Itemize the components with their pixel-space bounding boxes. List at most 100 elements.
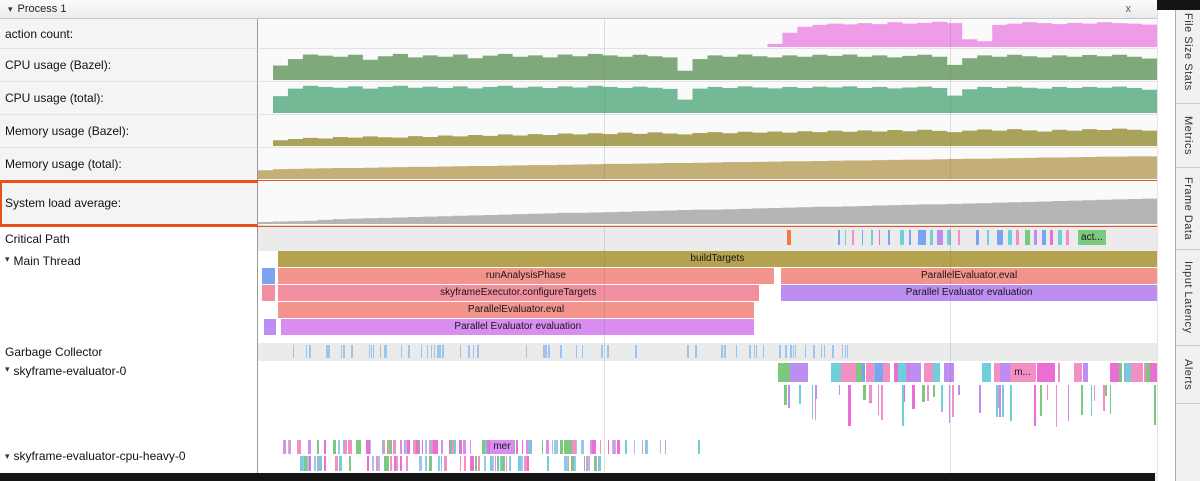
trace-event-tick[interactable] bbox=[502, 456, 506, 471]
trace-slice[interactable] bbox=[261, 285, 276, 301]
trace-event-tick[interactable] bbox=[420, 456, 423, 471]
trace-slice[interactable] bbox=[837, 230, 840, 245]
trace-event-tick[interactable] bbox=[721, 345, 723, 358]
track-canvas-action-count[interactable] bbox=[258, 19, 1157, 49]
trace-slice[interactable] bbox=[996, 230, 1003, 245]
trace-event-tick[interactable] bbox=[318, 456, 321, 471]
trace-event-tick[interactable] bbox=[1009, 385, 1013, 421]
trace-event-tick[interactable] bbox=[842, 345, 844, 358]
trace-event-tick[interactable] bbox=[580, 440, 585, 454]
vertical-scrollbar[interactable] bbox=[1157, 0, 1175, 481]
trace-event-tick[interactable] bbox=[880, 385, 884, 420]
trace-event-tick[interactable] bbox=[853, 363, 860, 382]
trace-event-tick[interactable] bbox=[1037, 363, 1049, 382]
trace-event-tick[interactable] bbox=[563, 456, 566, 471]
trace-event-tick[interactable] bbox=[348, 440, 353, 454]
trace-event-tick[interactable] bbox=[585, 456, 589, 471]
trace-event-tick[interactable] bbox=[433, 345, 436, 358]
track-canvas-skyframe-evaluator-0[interactable]: m... bbox=[258, 361, 1157, 433]
trace-event-tick[interactable] bbox=[300, 456, 303, 471]
trace-event-tick[interactable] bbox=[462, 440, 465, 454]
trace-event-tick[interactable] bbox=[400, 345, 403, 358]
track-canvas-memory-usage-bazel[interactable] bbox=[258, 115, 1157, 148]
trace-slice[interactable] bbox=[936, 230, 943, 245]
trace-event-tick[interactable] bbox=[464, 440, 466, 454]
trace-event-tick[interactable] bbox=[515, 440, 519, 454]
trace-event-tick[interactable] bbox=[1130, 363, 1142, 382]
trace-event-tick[interactable] bbox=[413, 440, 417, 454]
horizontal-scrollbar[interactable] bbox=[0, 473, 1157, 481]
trace-event-tick[interactable] bbox=[778, 363, 783, 382]
trace-event-tick[interactable] bbox=[399, 456, 401, 471]
trace-slice[interactable] bbox=[1050, 230, 1054, 245]
trace-event-tick[interactable] bbox=[343, 440, 347, 454]
trace-event-tick[interactable] bbox=[1046, 363, 1054, 382]
trace-slice-labeled[interactable]: Parallel Evaluator evaluation bbox=[781, 285, 1157, 301]
trace-event-tick[interactable] bbox=[543, 345, 545, 358]
trace-event-tick[interactable] bbox=[1056, 385, 1058, 427]
trace-event-tick[interactable] bbox=[387, 440, 389, 454]
trace-event-tick[interactable] bbox=[474, 456, 477, 471]
trace-event-tick[interactable] bbox=[560, 440, 564, 454]
trace-event-tick[interactable] bbox=[323, 456, 326, 471]
trace-event-tick[interactable] bbox=[434, 440, 438, 454]
trace-event-tick[interactable] bbox=[957, 385, 960, 395]
trace-event-tick[interactable] bbox=[784, 385, 787, 405]
trace-event-tick[interactable] bbox=[612, 440, 615, 454]
trace-event-tick[interactable] bbox=[1143, 363, 1147, 382]
trace-slice[interactable] bbox=[852, 230, 855, 245]
trace-event-tick[interactable] bbox=[313, 456, 317, 471]
trace-event-tick[interactable] bbox=[587, 456, 590, 471]
trace-event-tick[interactable] bbox=[642, 440, 644, 454]
trace-event-tick[interactable] bbox=[594, 456, 597, 471]
trace-event-tick[interactable] bbox=[1119, 363, 1122, 382]
trace-event-tick[interactable] bbox=[865, 363, 876, 382]
trace-event-tick[interactable] bbox=[1110, 363, 1120, 382]
trace-event-tick[interactable] bbox=[625, 440, 627, 454]
trace-slice-labeled[interactable]: m... bbox=[1009, 363, 1036, 382]
trace-event-tick[interactable] bbox=[383, 440, 386, 454]
track-canvas-garbage-collector[interactable] bbox=[258, 343, 1157, 361]
sidebar-tab-file-size-stats[interactable]: File Size Stats bbox=[1176, 0, 1200, 104]
trace-event-tick[interactable] bbox=[407, 440, 410, 454]
trace-event-tick[interactable] bbox=[468, 345, 470, 358]
trace-event-tick[interactable] bbox=[564, 440, 568, 454]
trace-event-tick[interactable] bbox=[297, 440, 301, 454]
trace-event-tick[interactable] bbox=[897, 363, 907, 382]
trace-event-tick[interactable] bbox=[646, 440, 648, 454]
trace-event-tick[interactable] bbox=[521, 440, 524, 454]
trace-event-tick[interactable] bbox=[424, 440, 427, 454]
trace-event-tick[interactable] bbox=[328, 345, 331, 358]
trace-event-tick[interactable] bbox=[483, 456, 487, 471]
trace-event-tick[interactable] bbox=[420, 345, 423, 358]
trace-event-tick[interactable] bbox=[356, 440, 359, 454]
trace-event-tick[interactable] bbox=[546, 440, 550, 454]
trace-event-tick[interactable] bbox=[996, 385, 1000, 408]
trace-event-tick[interactable] bbox=[999, 363, 1011, 382]
trace-slice-labeled[interactable]: ParallelEvaluator.eval bbox=[781, 268, 1157, 284]
trace-event-tick[interactable] bbox=[520, 456, 523, 471]
track-canvas-cpu-usage-bazel[interactable] bbox=[258, 49, 1157, 82]
trace-event-tick[interactable] bbox=[831, 345, 834, 358]
trace-event-tick[interactable] bbox=[804, 345, 807, 358]
trace-event-tick[interactable] bbox=[1068, 385, 1070, 421]
trace-event-tick[interactable] bbox=[1094, 385, 1096, 401]
trace-event-tick[interactable] bbox=[494, 456, 496, 471]
trace-event-tick[interactable] bbox=[442, 345, 445, 358]
trace-event-tick[interactable] bbox=[454, 440, 456, 454]
trace-event-tick[interactable] bbox=[749, 345, 751, 358]
trace-slice[interactable] bbox=[976, 230, 980, 245]
trace-event-tick[interactable] bbox=[282, 440, 287, 454]
trace-event-tick[interactable] bbox=[802, 363, 808, 382]
trace-event-tick[interactable] bbox=[497, 456, 500, 471]
trace-event-tick[interactable] bbox=[1102, 385, 1106, 411]
trace-event-tick[interactable] bbox=[634, 440, 636, 454]
trace-event-tick[interactable] bbox=[366, 440, 370, 454]
trace-event-tick[interactable] bbox=[795, 345, 797, 358]
trace-event-tick[interactable] bbox=[598, 456, 601, 471]
trace-slice[interactable] bbox=[845, 230, 847, 245]
trace-event-tick[interactable] bbox=[429, 456, 432, 471]
trace-event-tick[interactable] bbox=[736, 345, 738, 358]
trace-event-tick[interactable] bbox=[367, 456, 370, 471]
trace-event-tick[interactable] bbox=[978, 385, 981, 413]
